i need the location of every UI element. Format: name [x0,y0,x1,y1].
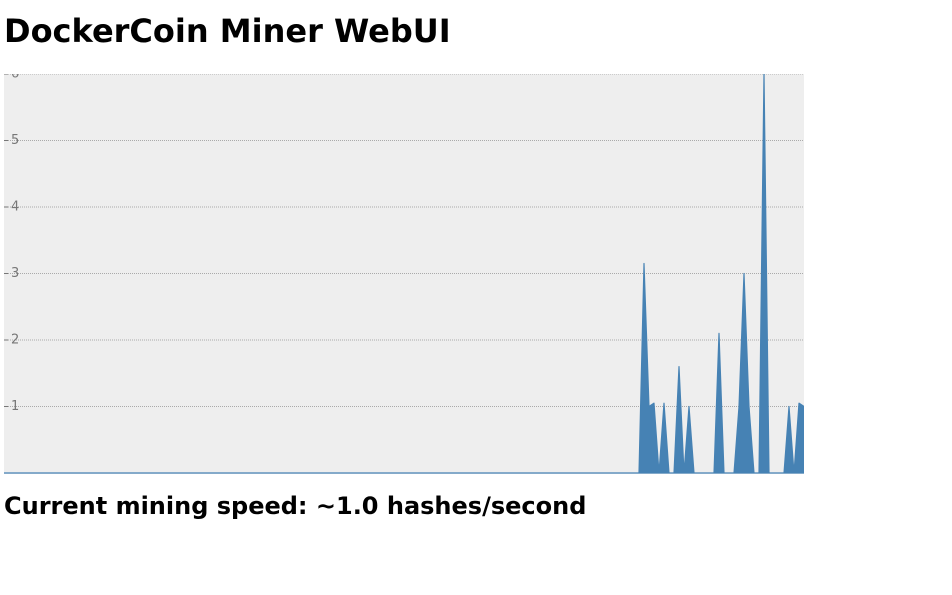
y-tick-label: 4 [11,200,19,215]
mining-speed: Current mining speed: ~1.0 hashes/second [4,492,587,520]
area [4,74,804,474]
y-tick-label: 2 [11,333,19,348]
chart: 1 2 3 4 5 6 [4,74,804,474]
y-tick-label: 6 [11,74,19,82]
page-title: DockerCoin Miner WebUI [4,12,451,50]
y-tick-label: 1 [11,399,19,414]
y-tick-label: 5 [11,133,19,148]
y-tick-label: 3 [11,266,19,281]
